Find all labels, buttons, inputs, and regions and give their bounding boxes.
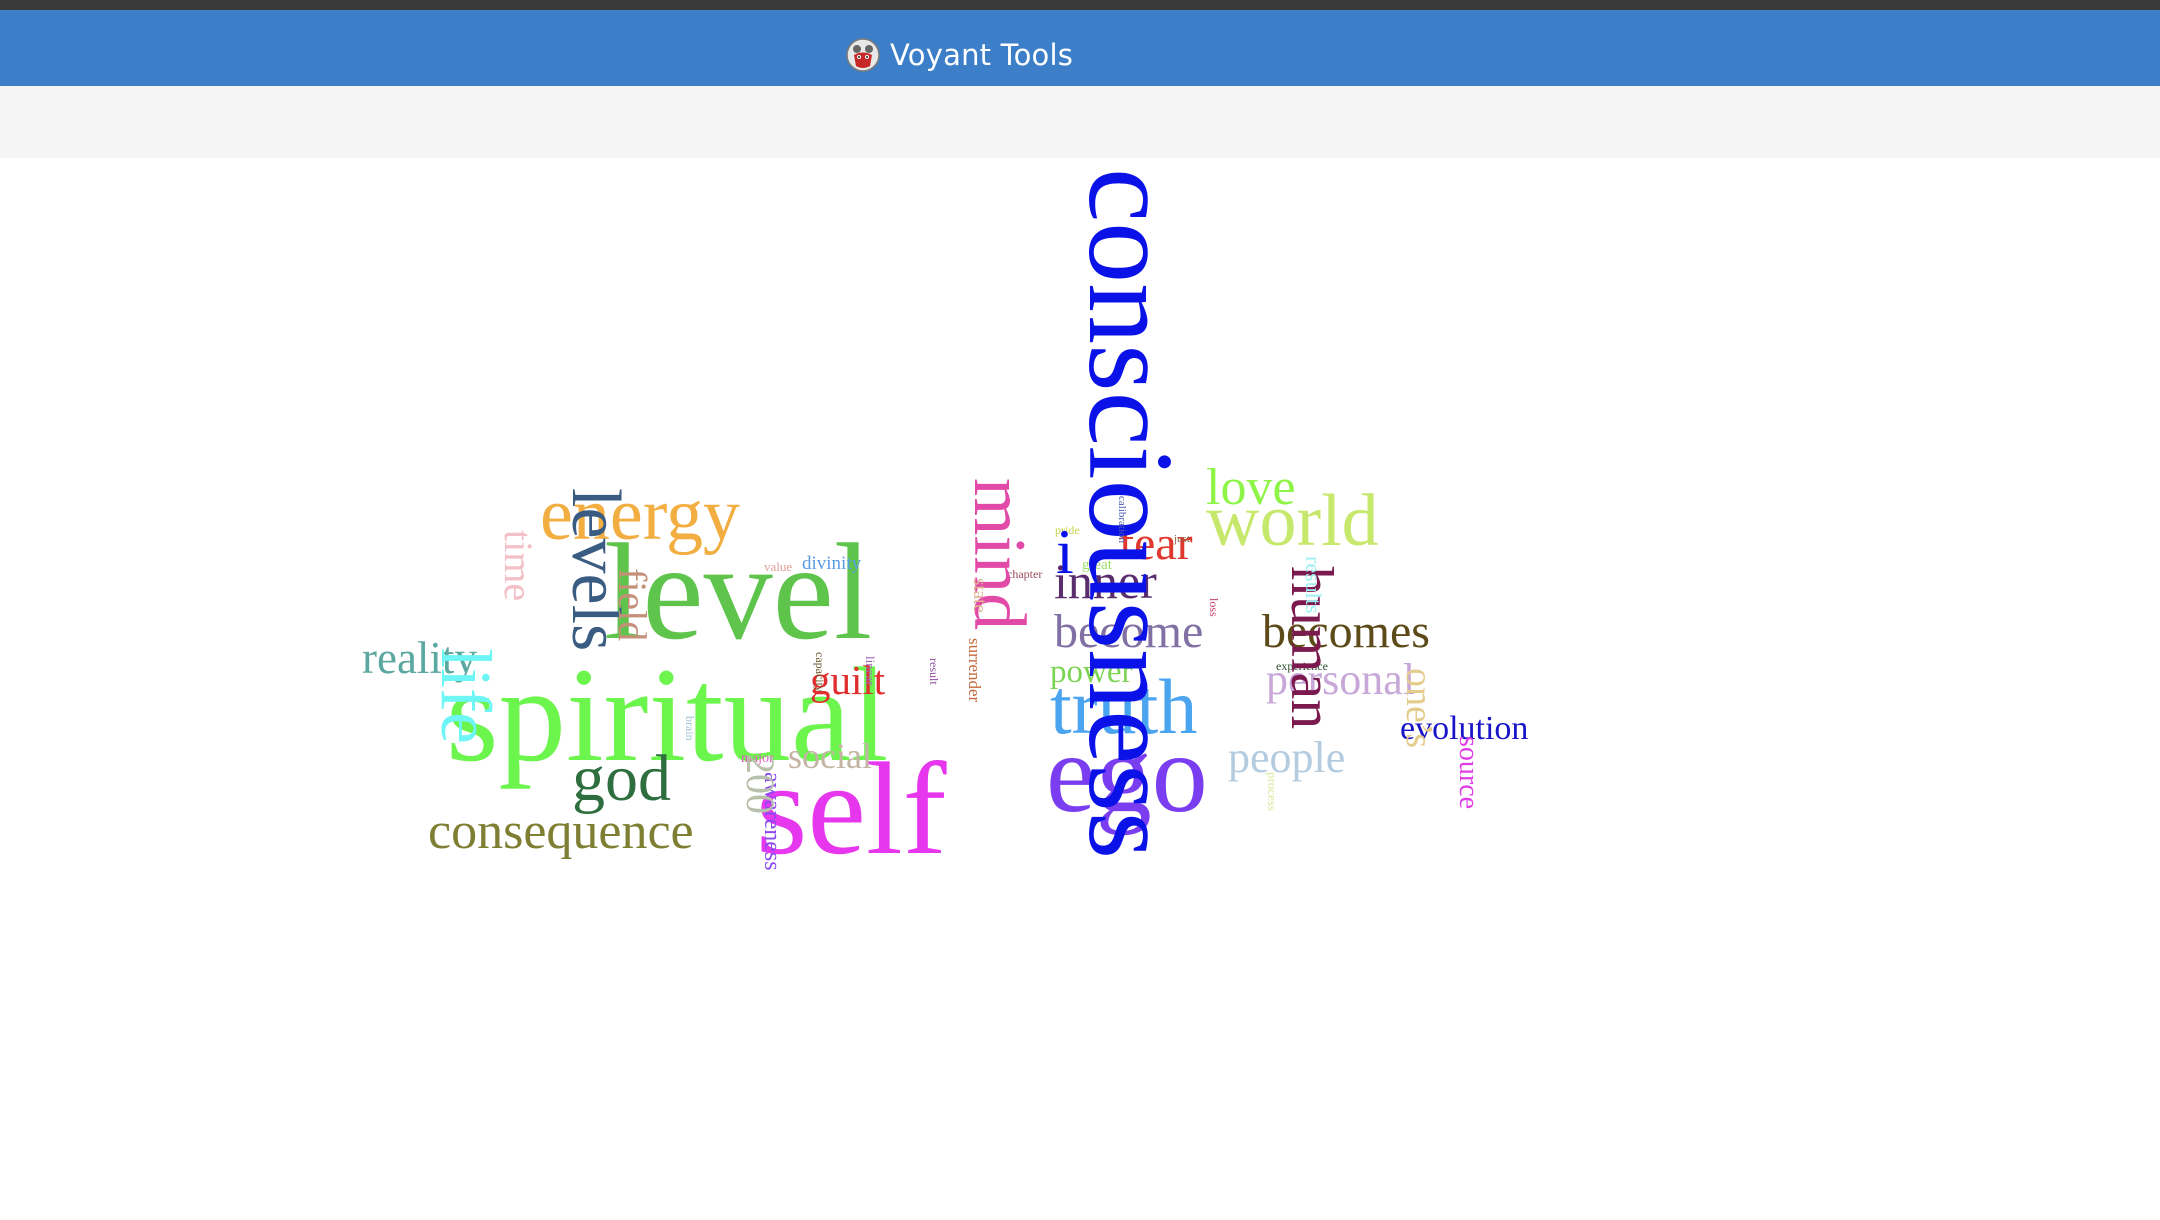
- cloud-word-process[interactable]: process: [1265, 772, 1280, 811]
- cloud-word-chapter[interactable]: chapter: [1007, 567, 1043, 581]
- cloud-word-time[interactable]: time: [496, 530, 541, 602]
- cloud-word-result[interactable]: result: [927, 658, 941, 685]
- cloud-word-divinity[interactable]: divinity: [802, 553, 862, 574]
- voyant-logo-icon: [846, 38, 880, 72]
- brand-link[interactable]: Voyant Tools: [846, 35, 1073, 75]
- cloud-word-power[interactable]: power: [1050, 654, 1133, 690]
- cloud-word-god[interactable]: god: [572, 742, 671, 815]
- cloud-word-become[interactable]: become: [1054, 605, 1204, 658]
- cloud-word-calibration[interactable]: calibration: [1116, 496, 1128, 544]
- cloud-word-consequence[interactable]: consequence: [428, 803, 694, 860]
- cloud-word-guilt[interactable]: guilt: [810, 657, 886, 703]
- cloud-word-spiritual[interactable]: spiritual: [446, 641, 889, 790]
- app-title: Voyant Tools: [890, 38, 1074, 72]
- cloud-word-200[interactable]: 200: [738, 754, 783, 814]
- word-cloud: spiritual level self ego truth energy go…: [0, 158, 2160, 1220]
- cloud-word-ones[interactable]: one’s: [1398, 668, 1440, 749]
- cloud-word-reality[interactable]: reality: [362, 633, 477, 683]
- cloud-word-social[interactable]: social: [788, 736, 872, 776]
- cloud-word-value[interactable]: value: [764, 559, 793, 574]
- cloud-word-becomes[interactable]: becomes: [1262, 605, 1430, 658]
- cloud-word-i[interactable]: i: [1056, 516, 1074, 587]
- cloud-word-ego[interactable]: ego: [1046, 712, 1208, 836]
- cloud-word-source[interactable]: source: [1453, 736, 1484, 810]
- cloud-word-self[interactable]: self: [756, 735, 947, 882]
- cloud-word-inner[interactable]: inner: [1054, 553, 1157, 609]
- window-top-strip: [0, 0, 2160, 10]
- cloud-word-people[interactable]: people: [1228, 733, 1346, 782]
- cloud-word-energy[interactable]: energy: [540, 474, 740, 556]
- cloud-word-level[interactable]: level: [604, 515, 873, 668]
- cloud-word-surrender[interactable]: surrender: [965, 638, 984, 703]
- cloud-word-experience[interactable]: experience: [1276, 659, 1328, 673]
- app-header: Voyant Tools: [0, 10, 2160, 86]
- cloud-word-pride[interactable]: pride: [1055, 523, 1080, 537]
- cloud-word-world[interactable]: world: [1206, 480, 1379, 562]
- cloud-word-field[interactable]: field: [610, 568, 655, 642]
- cloud-word-truth[interactable]: truth: [1050, 663, 1198, 750]
- cloud-word-capacity[interactable]: capacity: [813, 652, 827, 692]
- cloud-word-consciousness[interactable]: consciousness: [1063, 168, 1198, 860]
- cloud-word-brain[interactable]: brain: [683, 716, 697, 741]
- cloud-word-just[interactable]: just: [1174, 533, 1190, 545]
- cloud-word-major[interactable]: major: [741, 751, 774, 766]
- cloud-word-results[interactable]: results: [1301, 556, 1326, 614]
- cloud-word-love[interactable]: love: [1206, 459, 1296, 516]
- cloud-word-personal[interactable]: personal: [1266, 655, 1416, 704]
- cloud-word-life[interactable]: life: [426, 648, 506, 744]
- cloud-word-great[interactable]: great: [1082, 557, 1112, 573]
- cloud-word-loss[interactable]: loss: [1207, 598, 1221, 617]
- cloud-word-state[interactable]: state: [969, 578, 990, 613]
- cloud-word-linear[interactable]: linear: [863, 656, 878, 686]
- cloud-word-evolution[interactable]: evolution: [1400, 710, 1529, 747]
- cloud-word-fear[interactable]: fear: [1118, 517, 1193, 570]
- toolbar-strip: [0, 86, 2160, 159]
